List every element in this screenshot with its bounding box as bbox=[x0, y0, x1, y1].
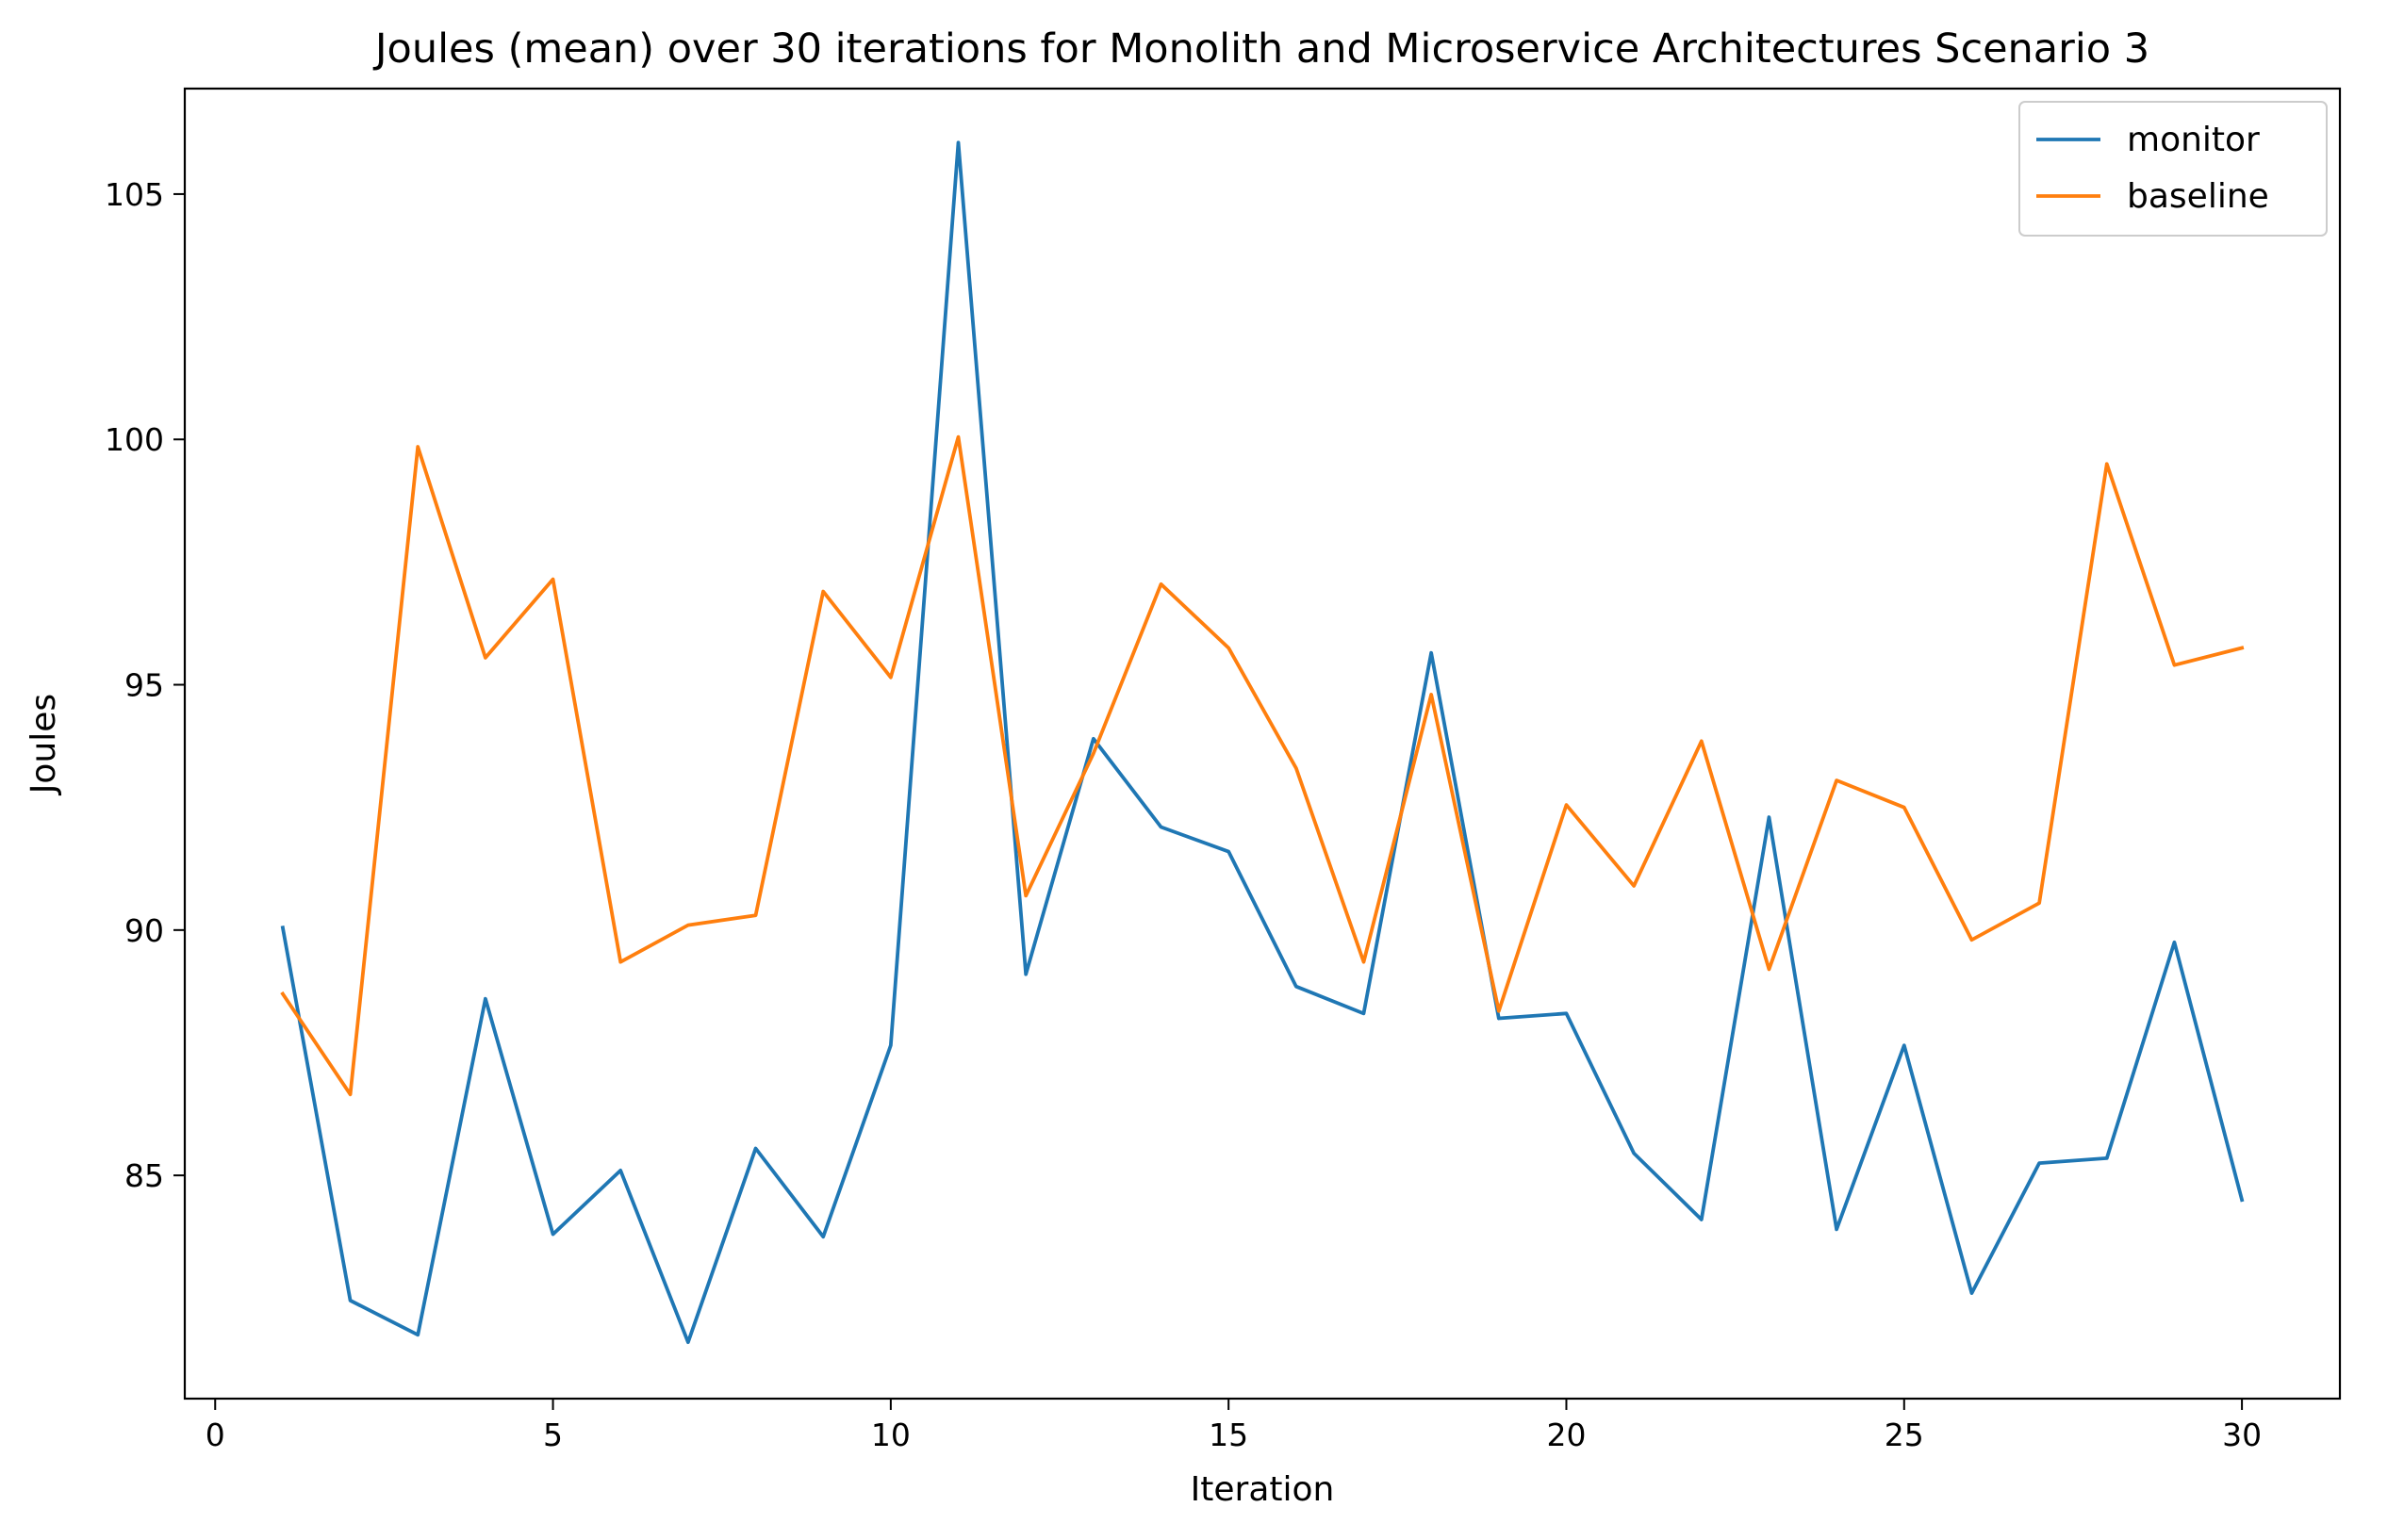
x-tick-label: 0 bbox=[206, 1417, 225, 1453]
y-axis-label: Joules bbox=[25, 694, 63, 795]
legend: monitor baseline bbox=[2018, 101, 2328, 237]
legend-label-baseline: baseline bbox=[2127, 177, 2269, 216]
chart-title: Joules (mean) over 30 iterations for Mon… bbox=[372, 25, 2149, 73]
x-axis-ticks: 0 5 10 15 20 25 30 bbox=[206, 1399, 2262, 1453]
y-tick-label: 90 bbox=[124, 912, 164, 949]
plot-frame bbox=[183, 87, 2342, 1401]
series-line-baseline bbox=[280, 434, 2245, 1097]
legend-box bbox=[2018, 101, 2328, 237]
x-tick-label: 15 bbox=[1209, 1417, 1248, 1453]
x-tick-label: 30 bbox=[2222, 1417, 2262, 1453]
y-axis-ticks: 85 90 95 100 105 bbox=[105, 176, 185, 1194]
y-tick-label: 85 bbox=[124, 1157, 164, 1194]
series-lines bbox=[280, 140, 2245, 1345]
x-tick-label: 10 bbox=[871, 1417, 911, 1453]
x-tick-label: 20 bbox=[1546, 1417, 1586, 1453]
series-line-monitor bbox=[280, 140, 2245, 1345]
y-tick-label: 105 bbox=[105, 176, 164, 213]
y-tick-label: 95 bbox=[124, 667, 164, 704]
legend-label-monitor: monitor bbox=[2127, 121, 2260, 159]
y-tick-label: 100 bbox=[105, 421, 164, 458]
x-tick-label: 25 bbox=[1885, 1417, 1924, 1453]
x-tick-label: 5 bbox=[543, 1417, 563, 1453]
x-axis-label: Iteration bbox=[1191, 1470, 1335, 1509]
